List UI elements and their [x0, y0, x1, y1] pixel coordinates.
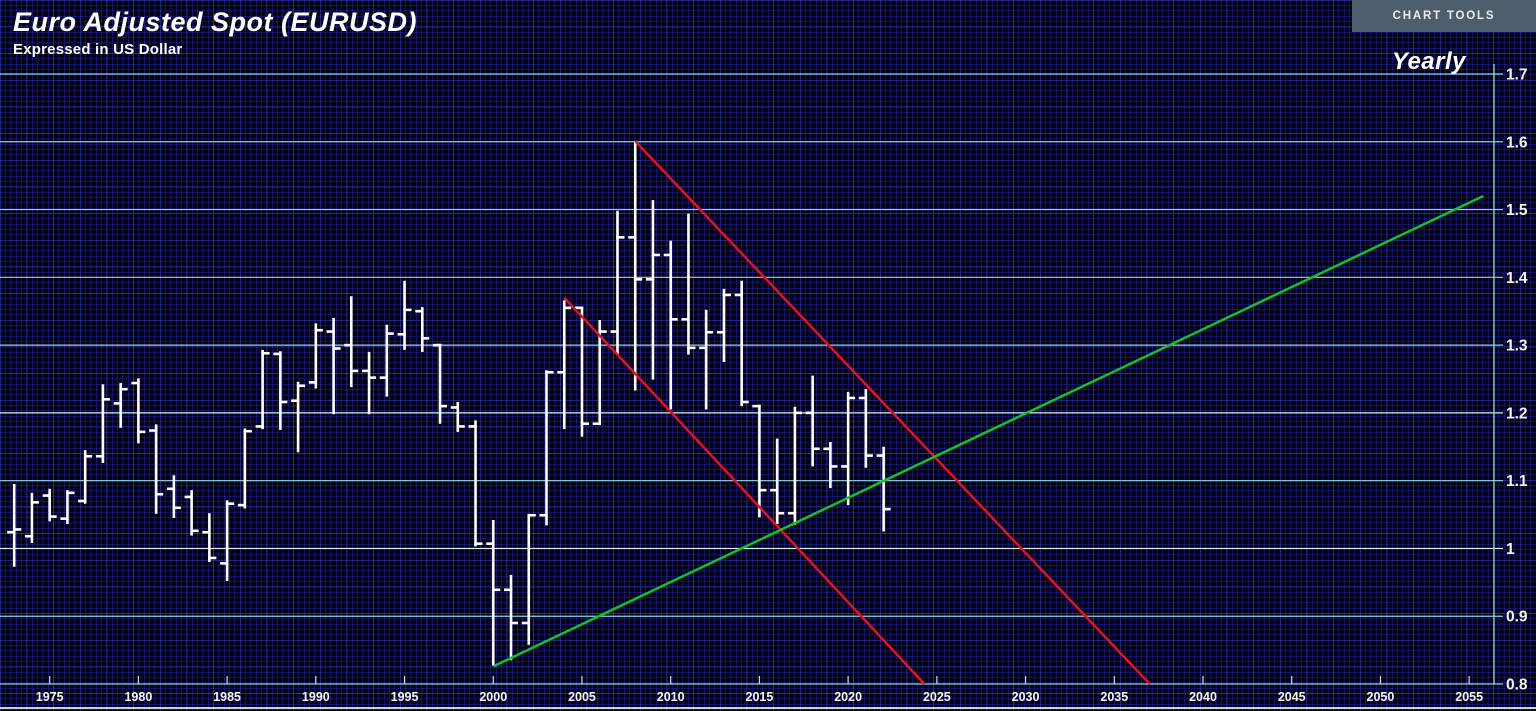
ohlc-bar-2009	[645, 200, 660, 380]
x-axis[interactable]: 1975 1980 1985 1990 1995 2000 2005 2010 2015 2020…	[36, 676, 1483, 704]
ohlc-bar-1988	[273, 351, 288, 430]
ohlc-bar-2001	[504, 574, 519, 661]
x-tick-label: 1975	[36, 690, 64, 704]
ohlc-bar-2004	[557, 300, 572, 430]
ohlc-bar-1995	[397, 280, 412, 350]
ohlc-bar-2012	[699, 309, 714, 410]
ohlc-bar-1978	[95, 384, 110, 464]
x-tick-label: 1995	[391, 690, 419, 704]
title-block: Euro Adjusted Spot (EURUSD) Expressed in…	[13, 6, 417, 58]
ohlc-bar-2020	[841, 391, 856, 506]
x-tick-label: 2055	[1455, 690, 1483, 704]
chart-title: Euro Adjusted Spot (EURUSD)	[13, 7, 417, 37]
ohlc-bar-1991	[326, 318, 341, 415]
ohlc-bar-1980	[131, 378, 146, 444]
ohlc-bar-2019	[823, 442, 838, 489]
ohlc-bar-1993	[362, 351, 377, 415]
ohlc-bar-1974	[24, 492, 39, 544]
ohlc-bar-2017	[787, 406, 802, 525]
y-tick-label: 0.8	[1506, 677, 1528, 694]
y-tick-label: 1.3	[1506, 338, 1528, 355]
ohlc-bar-1979	[113, 383, 128, 428]
y-tick-label: 1.1	[1506, 473, 1528, 490]
x-tick-label: 2015	[746, 690, 774, 704]
y-tick-label: 1.7	[1506, 67, 1528, 84]
ohlc-bar-1984	[202, 513, 217, 562]
x-tick-label: 1985	[213, 690, 241, 704]
x-tick-label: 2035	[1100, 690, 1128, 704]
ohlc-bar-2005	[574, 306, 589, 437]
ohlc-bar-1998	[450, 402, 465, 432]
ohlc-bar-2014	[734, 280, 749, 407]
x-tick-label: 2020	[834, 690, 862, 704]
y-tick-label: 0.9	[1506, 609, 1528, 626]
ohlc-bar-2013	[716, 288, 731, 363]
x-tick-label: 1980	[124, 690, 152, 704]
ohlc-bar-2010	[663, 240, 678, 410]
ohlc-bar-1997	[433, 343, 448, 424]
ohlc-bar-1992	[344, 296, 359, 388]
ohlc-bar-2008	[628, 141, 643, 391]
trendline-downtrend-lower[interactable]	[563, 296, 926, 685]
timeframe-label: Yearly	[1391, 48, 1466, 75]
ohlc-bar-1976	[60, 490, 75, 525]
y-tick-label: 1.6	[1506, 134, 1528, 151]
chart-tools-button[interactable]: CHART TOOLS	[1352, 0, 1536, 32]
ohlc-bar-2007	[610, 210, 625, 354]
x-tick-label: 1990	[302, 690, 330, 704]
ohlc-bar-2018	[805, 375, 820, 467]
ohlc-bar-1996	[415, 307, 430, 352]
ohlc-bar-1977	[78, 450, 93, 504]
ohlc-bar-1985	[220, 500, 235, 581]
y-axis[interactable]: 1.7 1.6 1.5 1.4 1.3 1.2 1.1 1 0.9 0.8	[1493, 64, 1528, 694]
ohlc-bar-1981	[149, 424, 164, 514]
ohlc-bar-1982	[166, 475, 181, 518]
ohlc-bar-1994	[379, 324, 394, 397]
x-tick-label: 2045	[1278, 690, 1306, 704]
ohlc-bar-1987	[255, 349, 270, 430]
ohlc-bar-1983	[184, 490, 199, 536]
ohlc-bar-2002	[521, 513, 536, 645]
ohlc-bar-1990	[308, 323, 323, 389]
ohlc-bar-2016	[770, 438, 785, 525]
ohlc-bar-2011	[681, 213, 696, 355]
x-tick-label: 2010	[657, 690, 685, 704]
bottom-border	[0, 707, 1536, 709]
ohlc-bar-2021	[858, 389, 873, 468]
value-gridlines	[0, 73, 1503, 685]
ohlc-bar-2003	[539, 370, 554, 526]
ohlc-bar-1973	[7, 484, 22, 567]
ohlc-bar-1999	[468, 420, 483, 547]
y-tick-label: 1.2	[1506, 405, 1528, 422]
trendlines	[492, 140, 1484, 685]
x-tick-label: 2025	[923, 690, 951, 704]
y-tick-label: 1	[1506, 541, 1515, 558]
x-tick-label: 2030	[1012, 690, 1040, 704]
x-tick-label: 2040	[1189, 690, 1217, 704]
trendline-downtrend-upper[interactable]	[634, 140, 1151, 685]
chart-subtitle: Expressed in US Dollar	[13, 41, 183, 59]
y-tick-label: 1.5	[1506, 202, 1528, 219]
ohlc-bar-2015	[752, 404, 767, 518]
trendline-uptrend-support[interactable]	[492, 194, 1484, 668]
ohlc-bar-2000	[486, 519, 501, 666]
x-tick-label: 2000	[479, 690, 507, 704]
x-tick-label: 2005	[568, 690, 596, 704]
y-tick-label: 1.4	[1506, 270, 1528, 287]
ohlc-bar-2022	[876, 446, 891, 532]
ohlc-bar-1989	[291, 381, 306, 453]
ohlc-bar-1986	[237, 428, 252, 509]
price-bars	[7, 141, 891, 666]
x-tick-label: 2050	[1367, 690, 1395, 704]
ohlc-bar-1975	[42, 488, 57, 522]
